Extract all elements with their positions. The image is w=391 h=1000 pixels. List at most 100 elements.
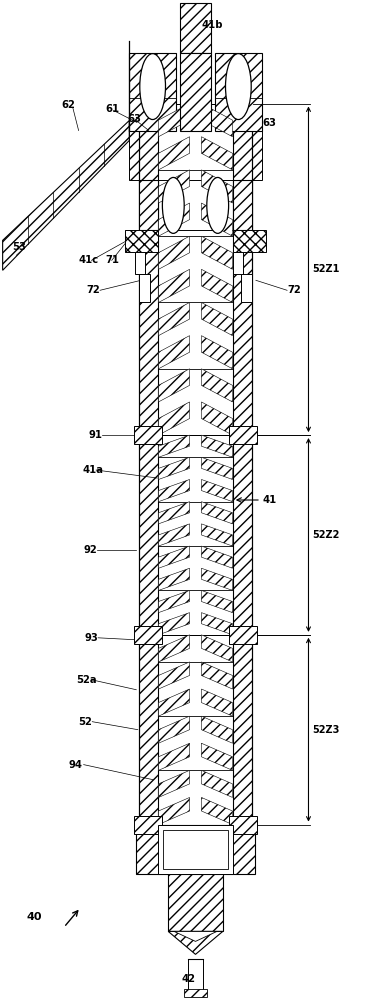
Text: 41c: 41c [79,255,99,265]
Text: 63: 63 [262,118,276,128]
Text: 40: 40 [26,912,41,922]
Polygon shape [158,104,190,137]
Polygon shape [201,104,233,137]
Polygon shape [201,635,233,662]
Text: 94: 94 [69,760,83,770]
Polygon shape [158,716,190,743]
Bar [233,230,265,252]
Text: 63: 63 [127,114,141,124]
Bar [233,635,252,825]
Bar [163,830,228,869]
Polygon shape [201,435,233,457]
Text: 92: 92 [84,545,97,555]
Polygon shape [158,797,190,825]
Polygon shape [158,402,190,435]
Bar [233,252,243,274]
Polygon shape [129,131,139,180]
Text: 41b: 41b [201,20,223,30]
Bar [230,426,256,444]
Text: 72: 72 [86,285,100,295]
Polygon shape [158,369,190,402]
Bar [180,53,211,131]
Polygon shape [174,931,217,941]
Bar [158,104,233,435]
Text: 52Z3: 52Z3 [312,725,340,735]
Bar [168,874,223,931]
Polygon shape [201,269,233,302]
Polygon shape [252,131,262,180]
Polygon shape [158,170,190,203]
Bar [184,989,207,997]
Polygon shape [158,435,190,457]
Polygon shape [168,931,223,954]
Bar [136,825,255,874]
Polygon shape [201,743,233,770]
Polygon shape [158,770,190,797]
Circle shape [162,177,184,233]
Polygon shape [201,336,233,369]
Bar [233,104,252,435]
Polygon shape [201,479,233,502]
Bar [158,435,233,635]
Bar [139,180,158,230]
Polygon shape [201,590,233,613]
Text: 62: 62 [61,100,75,110]
Text: 52a: 52a [77,675,97,685]
Text: 41: 41 [262,495,277,505]
Text: 41a: 41a [83,465,104,475]
Bar [158,180,233,230]
Polygon shape [201,770,233,797]
Polygon shape [3,121,129,270]
Polygon shape [158,236,190,269]
Bar [139,104,158,435]
Polygon shape [158,269,190,302]
Polygon shape [201,203,233,236]
Polygon shape [201,568,233,590]
Bar [126,230,158,252]
Bar [233,180,252,230]
Bar [135,626,161,644]
Text: 61: 61 [105,104,119,114]
Bar [135,426,161,444]
Bar [215,53,262,131]
Text: 52Z1: 52Z1 [312,264,340,274]
Text: 93: 93 [84,633,98,643]
Polygon shape [201,170,233,203]
Text: 53: 53 [13,242,26,252]
Polygon shape [158,203,190,236]
Polygon shape [201,137,233,170]
Polygon shape [201,716,233,743]
Polygon shape [201,369,233,402]
Bar [230,816,256,834]
Polygon shape [158,336,190,369]
Bar [139,435,158,635]
Bar [129,53,176,131]
Polygon shape [158,524,190,546]
Bar [158,635,233,825]
Bar [233,435,252,635]
Bar [139,274,150,302]
Bar [230,626,256,644]
Polygon shape [158,743,190,770]
Polygon shape [201,236,233,269]
Circle shape [140,54,165,120]
Text: 72: 72 [288,285,301,295]
Polygon shape [158,689,190,716]
Bar [158,825,233,874]
Polygon shape [158,662,190,689]
Polygon shape [158,302,190,336]
Polygon shape [158,613,190,635]
Circle shape [207,177,229,233]
Polygon shape [201,546,233,568]
Bar [135,816,161,834]
Polygon shape [201,613,233,635]
Polygon shape [201,302,233,336]
Text: 42: 42 [182,974,196,984]
Polygon shape [201,457,233,479]
Text: 52: 52 [78,717,92,727]
Polygon shape [158,457,190,479]
Polygon shape [201,797,233,825]
Polygon shape [201,502,233,524]
Text: 71: 71 [105,255,119,265]
Bar [135,252,145,274]
